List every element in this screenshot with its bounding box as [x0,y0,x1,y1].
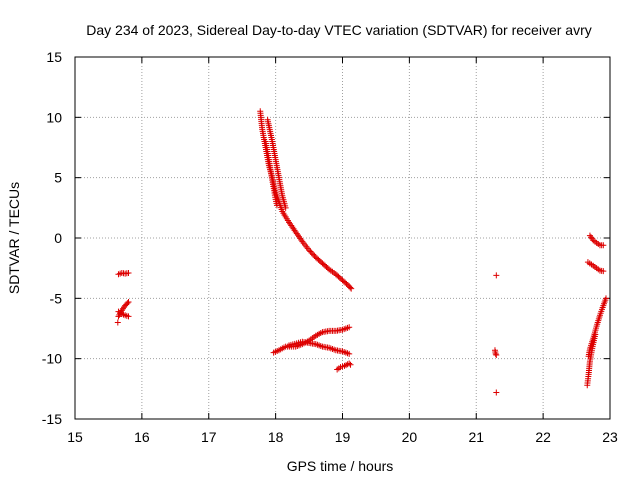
y-tick-label: 15 [46,49,62,65]
x-tick-label: 21 [468,429,484,445]
x-tick-label: 18 [268,429,284,445]
data-point [600,268,607,275]
data-point [282,204,289,211]
y-tick-label: 5 [54,170,62,186]
data-point [347,284,354,291]
x-tick-label: 16 [134,429,150,445]
data-point [493,272,500,279]
grid-layer [75,57,610,419]
chart-title: Day 234 of 2023, Sidereal Day-to-day VTE… [86,22,592,38]
data-point [346,324,353,331]
data-point [125,269,132,276]
data-point [124,300,131,307]
x-axis-label: GPS time / hours [287,458,394,474]
y-tick-label: -15 [42,411,62,427]
y-axis-label: SDTVAR / TECUs [6,182,22,294]
data-point [310,251,317,258]
data-point [602,295,609,302]
points-layer [114,108,609,396]
x-tick-label: 15 [67,429,83,445]
x-tick-label: 23 [602,429,618,445]
data-point [125,298,132,305]
y-tick-label: -10 [42,351,62,367]
y-tick-label: 10 [46,109,62,125]
data-point [308,249,315,256]
data-point [307,248,314,255]
data-point [492,350,499,357]
data-point [493,389,500,396]
data-point [592,331,599,338]
data-point [311,252,318,259]
y-tick-label: -5 [50,290,63,306]
data-point [348,285,355,292]
data-point [324,265,331,272]
y-tick-label: 0 [54,230,62,246]
data-point [346,350,353,357]
data-point [114,319,121,326]
data-point [347,361,354,368]
data-point [125,313,132,320]
ticks-layer: 15 16 17 18 19 20 21 22 23 -15 -10 -5 0 5 10 15 [42,49,618,445]
data-point [273,202,280,209]
x-tick-label: 22 [535,429,551,445]
data-point [600,242,607,249]
x-tick-label: 17 [201,429,217,445]
data-point [346,360,353,367]
x-tick-label: 19 [335,429,351,445]
x-tick-label: 20 [402,429,418,445]
data-point [493,352,500,359]
data-point [306,247,313,254]
